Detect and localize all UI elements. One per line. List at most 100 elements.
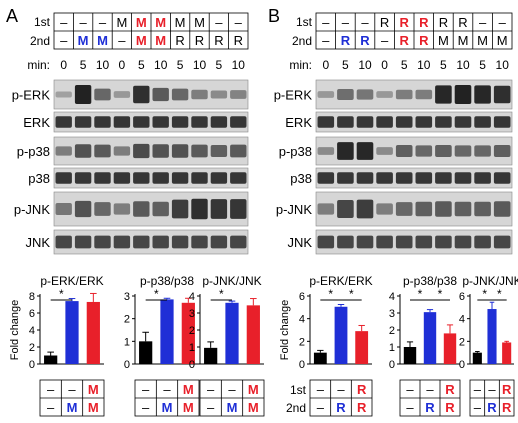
first-cell: M — [155, 15, 166, 30]
second-cell: M — [136, 33, 147, 48]
band — [171, 116, 189, 128]
chart-title: p-p38/p38 — [140, 274, 194, 288]
band — [415, 235, 433, 249]
bar — [160, 299, 174, 364]
bar — [204, 347, 218, 364]
band — [74, 235, 92, 249]
legend-second-cell: M — [227, 400, 238, 415]
y-tick-label: 4 — [299, 314, 305, 326]
second-cell: R — [234, 33, 243, 48]
panel-letter: B — [268, 6, 280, 26]
legend-first-cell: – — [142, 382, 150, 397]
min-label: min: — [27, 58, 50, 72]
min-value: 10 — [417, 58, 431, 72]
legend-second-cell: R — [425, 400, 435, 415]
legend-first-cell: M — [183, 382, 194, 397]
y-tick-label: 2 — [29, 342, 35, 354]
min-value: 5 — [401, 58, 408, 72]
band — [435, 85, 452, 104]
first-label: 1st — [34, 15, 51, 29]
first-cell: R — [458, 15, 467, 30]
min-value: 5 — [342, 58, 349, 72]
band — [493, 144, 511, 158]
min-value: 5 — [177, 58, 184, 72]
blot-erk — [315, 111, 513, 133]
blot-p-jnk — [315, 191, 513, 227]
bar — [313, 352, 327, 364]
band — [210, 90, 228, 99]
band — [94, 116, 111, 128]
min-value: 10 — [358, 58, 372, 72]
band — [356, 89, 374, 100]
bar — [472, 352, 482, 364]
band — [454, 85, 472, 104]
legend-first-label: 1st — [290, 383, 307, 397]
second-cell: R — [400, 33, 410, 48]
band — [395, 202, 413, 216]
band — [356, 172, 374, 184]
legend-second-cell: R — [502, 400, 512, 415]
blot-label: p38 — [28, 171, 50, 186]
min-value: 0 — [119, 58, 126, 72]
panel-letter: A — [6, 6, 18, 26]
band — [55, 91, 72, 98]
band — [435, 144, 452, 158]
band — [395, 172, 413, 184]
band — [317, 172, 335, 184]
blot-label: p38 — [290, 171, 312, 186]
band — [94, 235, 111, 249]
band — [133, 85, 150, 104]
band — [230, 116, 247, 128]
legend-first-cell: M — [88, 382, 99, 397]
min-value: 0 — [322, 58, 329, 72]
legend-second-cell: – — [406, 400, 414, 415]
band — [493, 235, 511, 249]
band — [74, 200, 92, 218]
first-cell: R — [400, 15, 410, 30]
legend-first-cell: – — [426, 382, 434, 397]
band — [376, 147, 393, 155]
band — [493, 201, 511, 217]
band — [435, 235, 452, 249]
blot-jnk — [53, 229, 249, 255]
band — [74, 172, 92, 184]
band — [210, 235, 228, 249]
legend-second-cell: – — [317, 400, 325, 415]
min-value: 5 — [216, 58, 223, 72]
band — [376, 91, 393, 98]
bar — [334, 306, 348, 364]
band — [337, 116, 354, 128]
band — [435, 201, 452, 217]
band — [356, 199, 374, 219]
bar — [181, 302, 195, 364]
bar — [403, 347, 417, 364]
band — [133, 172, 150, 184]
band — [113, 203, 131, 215]
second-cell: M — [458, 33, 469, 48]
second-label: 2nd — [30, 34, 50, 48]
y-tick-label: 3 — [389, 308, 395, 320]
blot-p-p38 — [315, 136, 513, 166]
min-value: 10 — [232, 58, 246, 72]
legend-first-cell: R — [445, 382, 455, 397]
y-tick-label: 6 — [459, 291, 465, 303]
first-cell: – — [215, 15, 223, 30]
band — [415, 201, 433, 217]
band — [493, 172, 511, 184]
band — [415, 172, 433, 184]
band — [230, 90, 247, 99]
band — [454, 116, 472, 128]
legend-second-cell: M — [88, 400, 99, 415]
band — [55, 146, 72, 156]
blot-label: p-JNK — [276, 202, 312, 217]
band — [55, 116, 72, 128]
band — [493, 116, 511, 128]
blot-label: ERK — [23, 115, 50, 130]
band — [133, 116, 150, 128]
band — [55, 235, 72, 249]
y-tick-label: 0 — [124, 359, 130, 371]
bar — [65, 301, 79, 364]
blot-label: p-ERK — [12, 88, 51, 103]
legend-second-cell: R — [357, 400, 367, 415]
